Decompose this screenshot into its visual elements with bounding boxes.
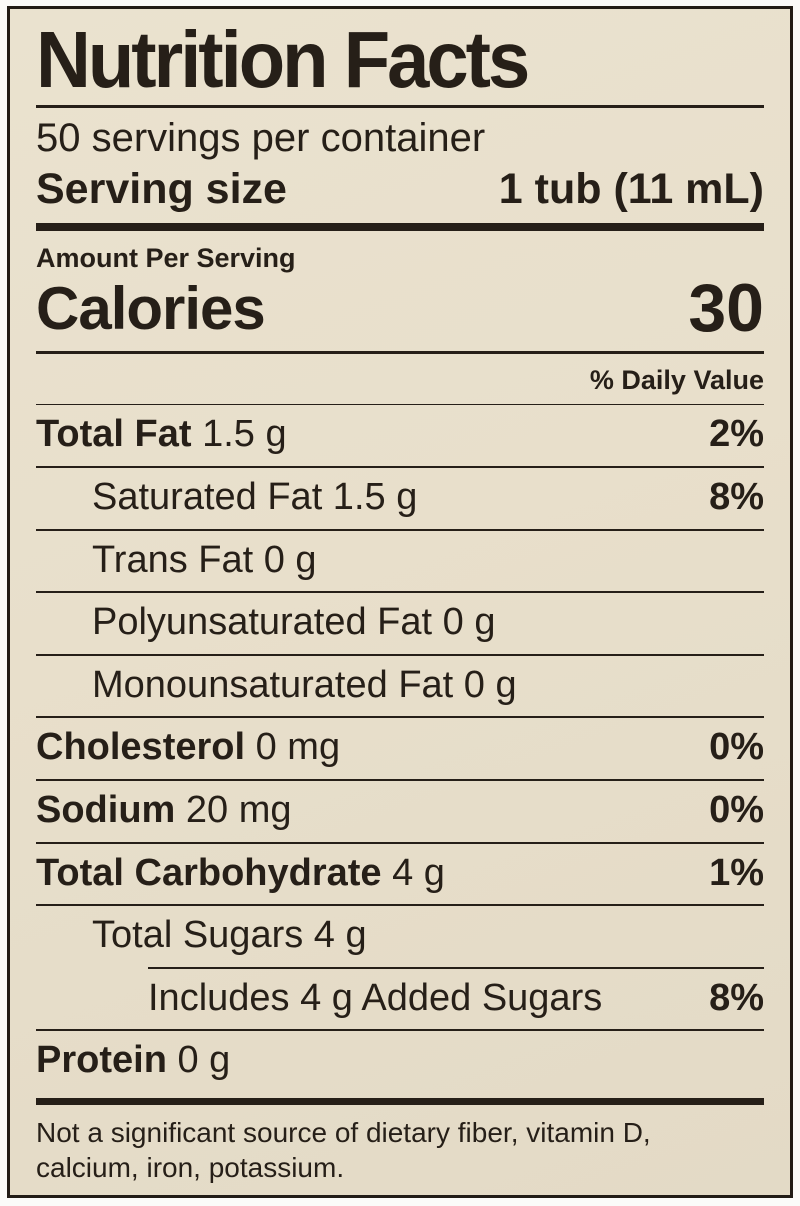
serving-size-value: 1 tub (11 mL) [498,164,764,213]
row-divider [36,466,764,469]
nutrient-row: Saturated Fat 1.5 g 8% [36,468,764,529]
nutrient-name-amount: Total Sugars 4 g [92,913,367,959]
daily-value-percent: 8% [709,476,764,519]
nutrient-name-amount: Protein 0 g [36,1038,230,1084]
daily-value-percent: 8% [709,976,764,1019]
nutrient-name: Trans Fat [92,538,254,581]
nutrient-name-amount: Trans Fat 0 g [92,538,317,584]
nutrition-facts-label: Nutrition Facts 50 servings per containe… [7,6,793,1198]
daily-value-percent: 0% [709,789,764,832]
nutrient-amount: 1.5 g [322,476,418,519]
label-title: Nutrition Facts [36,15,530,105]
nutrient-amount: 1.5 g [191,413,287,456]
nutrient-name: Polyunsaturated Fat [92,601,433,644]
row-divider [36,1029,764,1032]
nutrient-name: Sodium [36,789,176,832]
nutrient-name-amount: Sodium 20 mg [36,788,292,834]
nutrient-amount: 0 g [453,663,517,706]
footnote: Not a significant source of dietary fibe… [36,1117,651,1183]
nutrient-name: Cholesterol [36,726,246,769]
nutrient-row: Total Sugars 4 g [36,906,764,967]
nutrient-name-amount: Total Carbohydrate 4 g [36,851,445,897]
nutrient-name: Total Sugars [92,914,304,957]
nutrient-amount: 0 mg [245,726,341,769]
row-divider [36,779,764,782]
nutrient-name-amount: Cholesterol 0 mg [36,725,340,771]
daily-value-percent: 2% [709,413,764,456]
row-divider [36,528,764,531]
nutrient-name: Saturated Fat [92,476,323,519]
nutrient-amount: 0 g [166,1039,231,1082]
title-divider [36,105,764,108]
nutrient-name-amount: Includes 4 g Added Sugars [148,976,602,1022]
nutrient-row: Protein 0 g [36,1031,764,1092]
calories-divider [36,351,764,355]
nutrient-name: Monounsaturated Fat [92,663,454,706]
nutrient-name: Total Fat [36,413,192,456]
nutrient-row: Trans Fat 0 g [36,531,764,592]
calories-value: 30 [688,270,764,347]
servings-per-container: 50 servings per container [36,115,486,160]
nutrient-amount: 20 mg [175,789,292,832]
thick-divider-bottom [36,1098,764,1105]
serving-size-label: Serving size [36,164,287,213]
nutrient-amount: 0 g [432,601,496,644]
calories-label: Calories [36,275,266,343]
nutrient-row: Cholesterol 0 mg 0% [36,718,764,779]
nutrient-name-amount: Monounsaturated Fat 0 g [92,663,517,709]
row-divider [36,716,764,719]
row-divider [36,841,764,844]
nutrient-row: Total Fat 1.5 g 2% [36,405,764,466]
thick-divider-top [36,223,764,232]
row-divider [36,591,764,594]
nutrient-amount: 0 g [253,538,317,581]
daily-value-header: % Daily Value [589,365,764,396]
nutrient-row: Monounsaturated Fat 0 g [36,656,764,717]
daily-value-percent: 1% [709,851,764,894]
nutrient-amount: 4 g [381,851,445,894]
nutrient-name-amount: Polyunsaturated Fat 0 g [92,600,495,646]
serving-size-row: Serving size 1 tub (11 mL) [36,164,764,216]
amount-per-serving: Amount Per Serving [36,243,296,274]
nutrient-name: Total Carbohydrate [36,851,382,894]
calories-row: Calories 30 [36,270,764,347]
nutrient-row: Polyunsaturated Fat 0 g [36,593,764,654]
row-divider [36,653,764,656]
nutrient-row: Total Carbohydrate 4 g 1% [36,844,764,905]
nutrient-name: Protein [36,1039,167,1082]
nutrient-row: Includes 4 g Added Sugars 8% [36,969,764,1030]
nutrient-row: Sodium 20 mg 0% [36,781,764,842]
nutrient-rows: Total Fat 1.5 g 2% Saturated Fat 1.5 g 8% Tr… [36,405,764,1092]
row-divider [148,966,764,969]
nutrient-name: Includes 4 g Added Sugars [148,976,603,1019]
daily-value-percent: 0% [709,726,764,769]
nutrient-amount: 4 g [303,914,367,957]
row-divider [36,904,764,907]
nutrient-name-amount: Saturated Fat 1.5 g [92,475,417,521]
header-divider [36,404,764,406]
nutrient-name-amount: Total Fat 1.5 g [36,412,287,458]
